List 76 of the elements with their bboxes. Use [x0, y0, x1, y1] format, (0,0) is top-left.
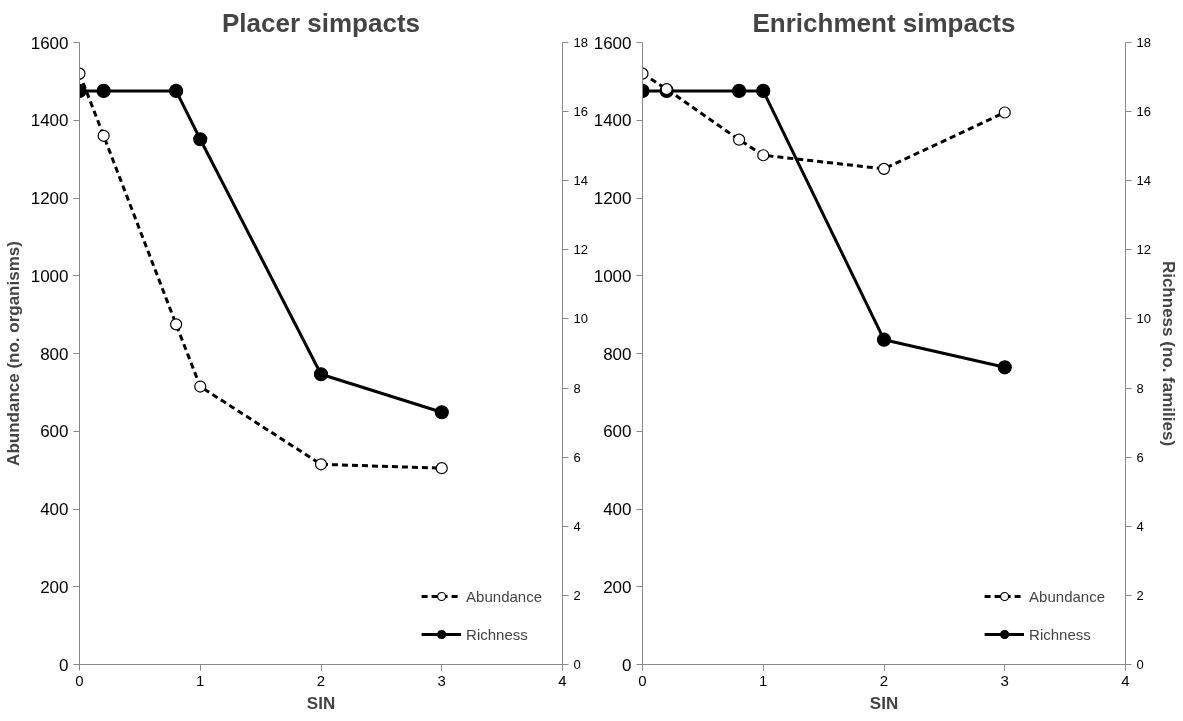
chart-title: Enrichment simpacts — [752, 7, 1016, 38]
legend-label: Richness — [1029, 625, 1091, 643]
point — [194, 380, 207, 393]
y2-tick-label: 16 — [573, 104, 588, 120]
y2-tick-label: 0 — [573, 657, 581, 672]
x-tick-label: 1 — [759, 671, 768, 689]
y2-tick-label: 8 — [573, 380, 581, 396]
y-tick-label: 1600 — [593, 33, 632, 53]
point — [169, 83, 184, 98]
y-tick-label: 800 — [603, 344, 632, 364]
point — [96, 83, 111, 98]
point — [997, 360, 1012, 375]
y-axis-title: Abundance (no. organisms) — [3, 241, 23, 466]
point — [877, 162, 891, 175]
point — [998, 106, 1011, 119]
y-tick-label: 200 — [603, 577, 632, 597]
y-tick-label: 1600 — [30, 33, 69, 53]
point — [732, 83, 747, 98]
y2-tick-label: 4 — [1136, 518, 1144, 534]
x-tick-label: 1 — [196, 671, 205, 689]
y2-tick-label: 2 — [1136, 587, 1144, 603]
y-tick-label: 600 — [40, 422, 69, 442]
y2-tick-label: 2 — [573, 587, 581, 603]
y2-tick-label: 0 — [1136, 657, 1144, 672]
y-tick-label: 1000 — [30, 266, 69, 286]
point — [435, 462, 448, 475]
y2-tick-label: 14 — [1136, 173, 1151, 189]
y2-tick-label: 12 — [573, 242, 588, 258]
y-tick-label: 1200 — [593, 189, 632, 208]
y2-tick-label: 6 — [573, 449, 581, 465]
x-tick-label: 0 — [75, 671, 84, 689]
chart-title: Placer simpacts — [222, 7, 421, 38]
y2-tick-label: 18 — [573, 35, 588, 50]
legend-label: Abundance — [1029, 587, 1105, 605]
y-tick-label: 200 — [40, 577, 69, 597]
y-tick-label: 400 — [603, 500, 632, 519]
y2-tick-label: 14 — [573, 173, 588, 189]
point — [170, 318, 183, 331]
x-axis-title: SIN — [306, 693, 336, 713]
x-tick-label: 3 — [1000, 671, 1009, 689]
y2-tick-label: 10 — [1136, 311, 1151, 327]
point — [313, 367, 329, 382]
y-tick-label: 1400 — [593, 111, 632, 131]
y2-tick-label: 8 — [1136, 380, 1144, 396]
x-tick-label: 3 — [437, 671, 446, 689]
x-axis-title: SIN — [869, 693, 899, 713]
point — [876, 332, 892, 347]
point — [757, 149, 770, 162]
y-tick-label: 0 — [622, 655, 632, 675]
y2-axis-title: Richness (no. families) — [1158, 260, 1178, 447]
y2-tick-label: 16 — [1136, 104, 1151, 120]
y2-tick-label: 4 — [573, 518, 581, 534]
point — [193, 132, 208, 147]
y2-tick-label: 10 — [573, 311, 588, 327]
y-tick-label: 1400 — [30, 111, 69, 131]
point — [733, 133, 746, 146]
x-tick-label: 4 — [558, 671, 567, 689]
y-tick-label: 1000 — [593, 266, 632, 286]
legend-label: Richness — [466, 625, 528, 643]
point — [314, 458, 328, 471]
x-tick-label: 0 — [638, 671, 647, 689]
y-tick-label: 1200 — [30, 189, 69, 208]
point — [97, 129, 110, 142]
x-tick-label: 4 — [1121, 671, 1130, 689]
x-tick-label: 2 — [316, 671, 326, 689]
x-tick-label: 2 — [879, 671, 889, 689]
point — [756, 83, 771, 98]
y-tick-label: 800 — [40, 344, 69, 364]
y2-tick-label: 18 — [1136, 35, 1151, 50]
y-tick-label: 600 — [603, 422, 632, 442]
y2-tick-label: 12 — [1136, 242, 1151, 258]
y-tick-label: 400 — [40, 500, 69, 519]
y2-tick-label: 6 — [1136, 449, 1144, 465]
point — [434, 405, 449, 420]
y-tick-label: 0 — [59, 655, 69, 675]
legend-label: Abundance — [466, 587, 542, 605]
